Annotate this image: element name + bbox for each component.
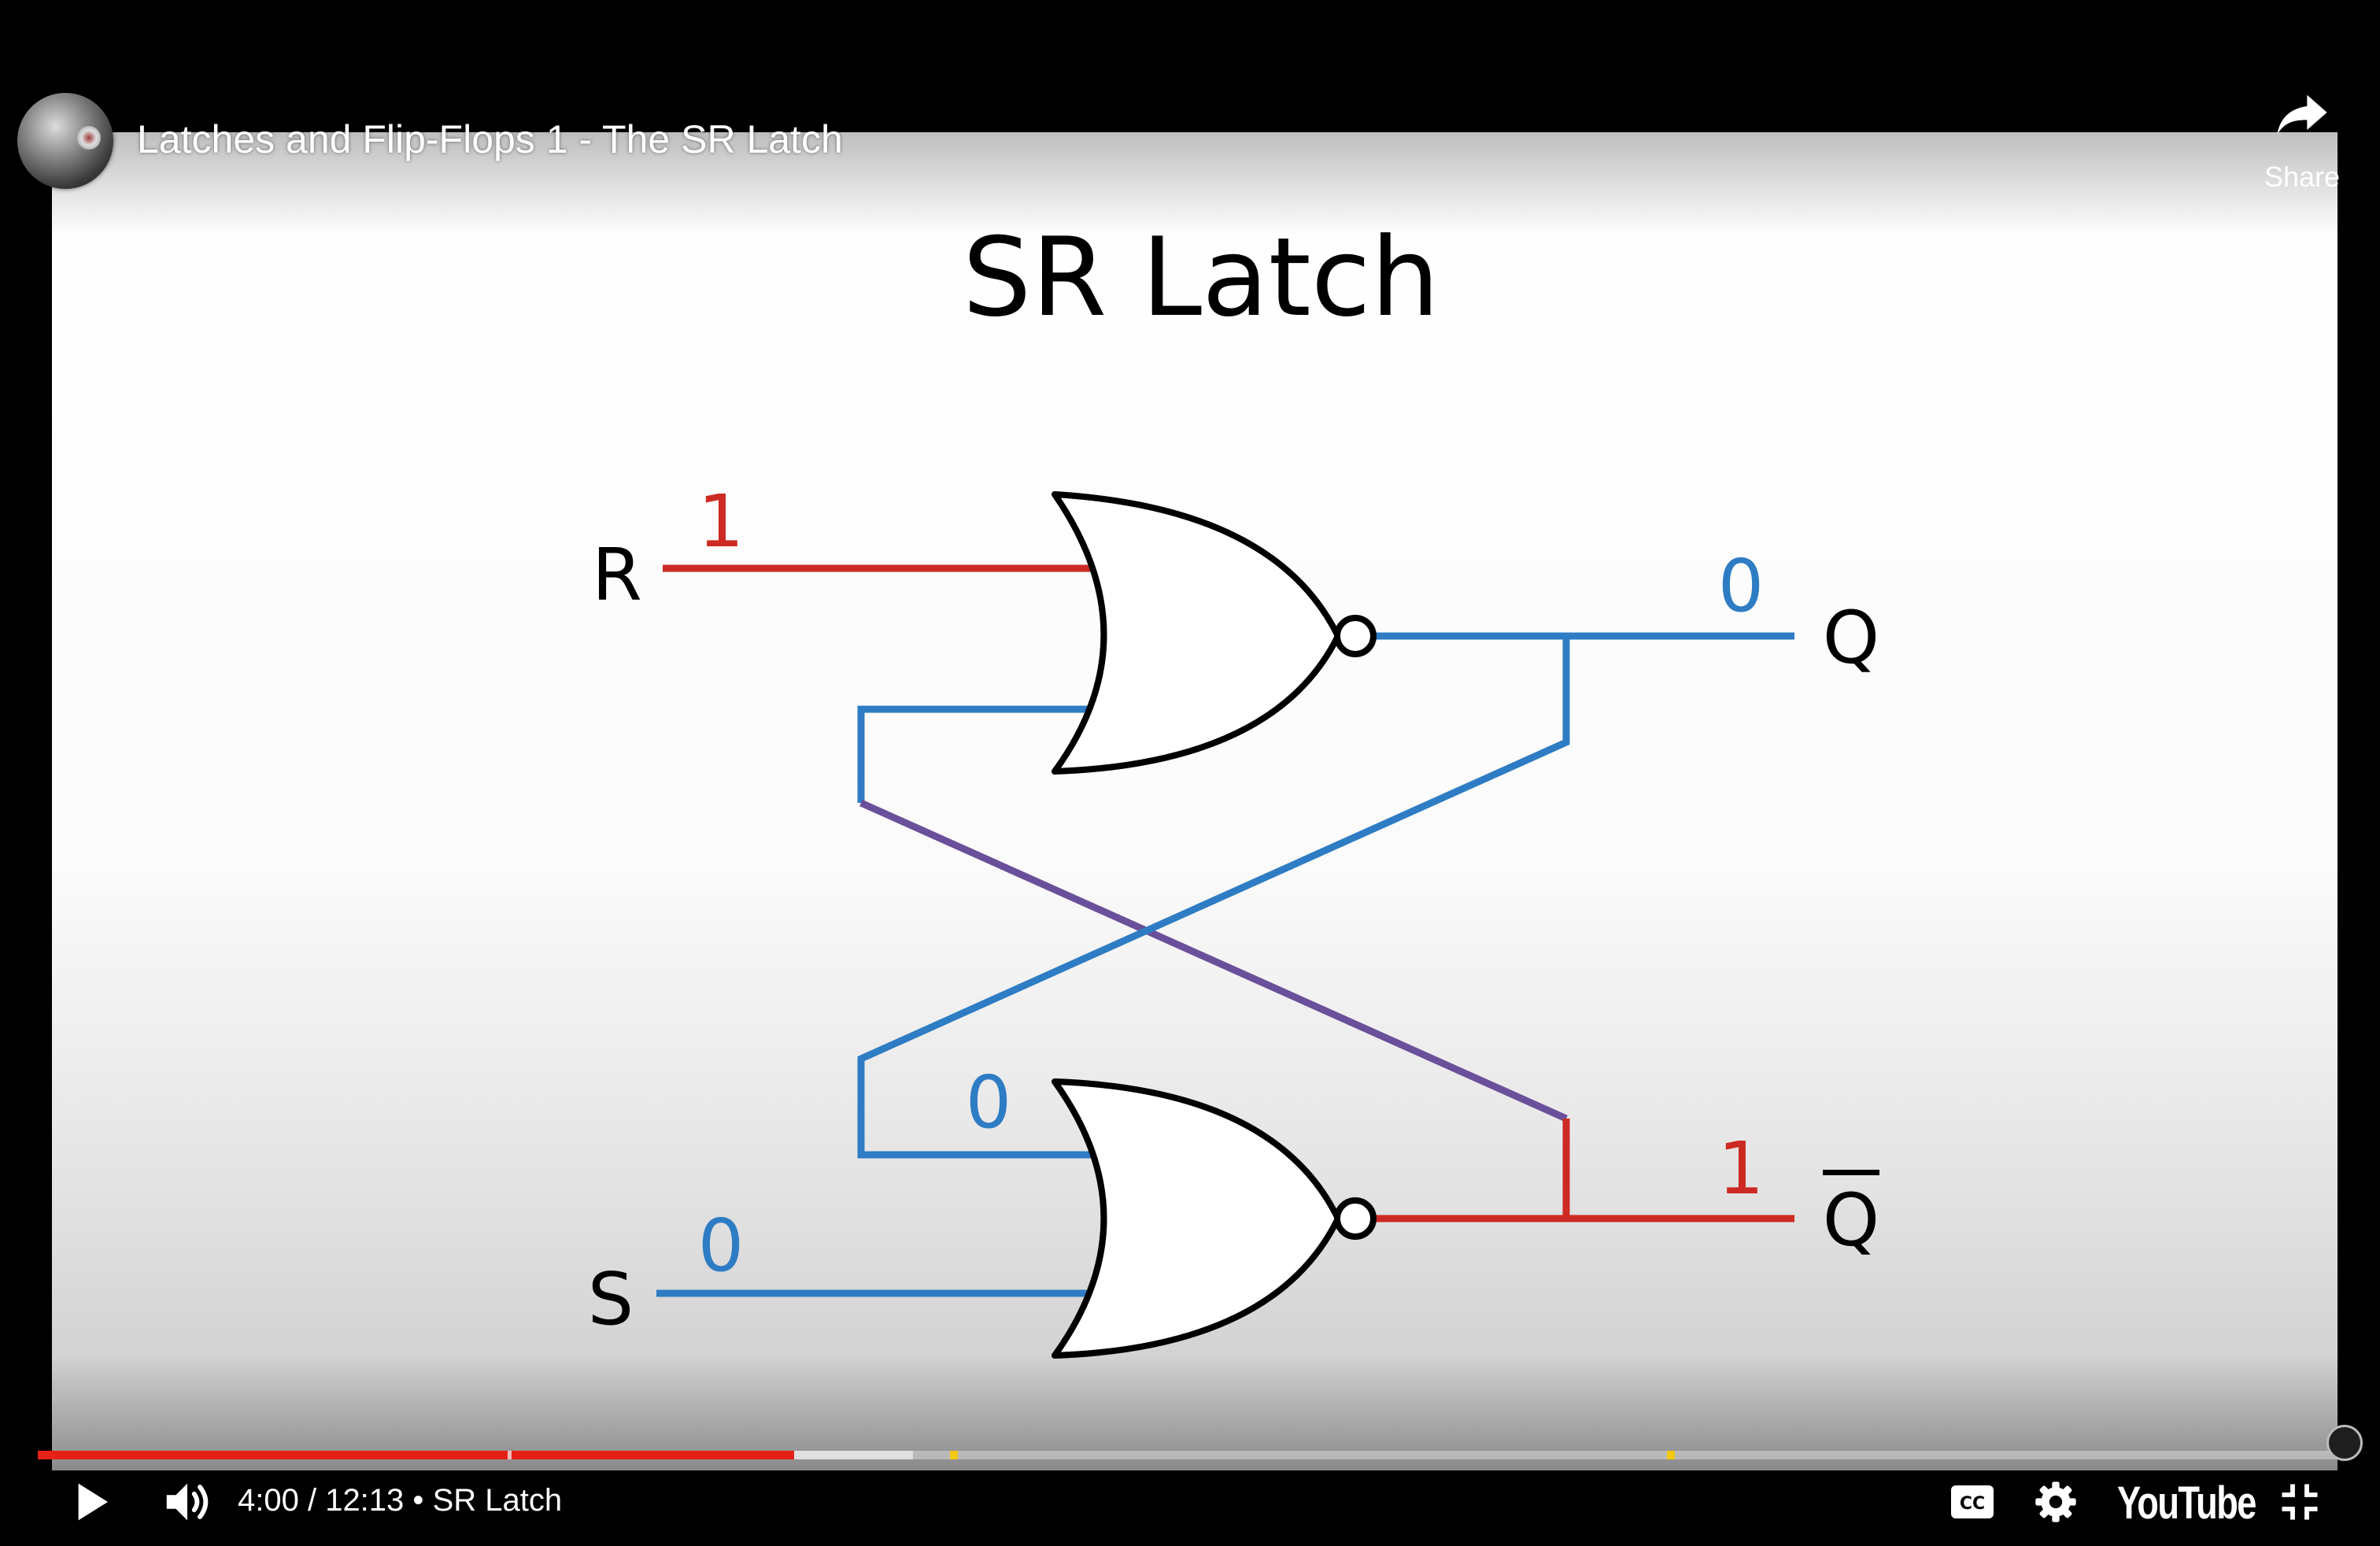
wire-qbar-crossing xyxy=(859,799,1568,1123)
wire-q-feedback xyxy=(857,636,1570,1159)
play-icon xyxy=(78,1483,108,1521)
value-r: 1 xyxy=(698,479,745,564)
gear-icon xyxy=(2035,1481,2076,1522)
wire-upper-feedback xyxy=(857,705,1092,803)
nor-gate-lower-bubble xyxy=(1334,1197,1377,1240)
chapter-separator: • xyxy=(412,1483,424,1518)
channel-avatar[interactable] xyxy=(17,93,113,189)
video-title[interactable]: Latches and Flip-Flops 1 - The SR Latch xyxy=(137,117,843,161)
chapter-title[interactable]: SR Latch xyxy=(432,1483,563,1518)
nor-gate-lower xyxy=(1051,1078,1341,1359)
svg-text:CC: CC xyxy=(1960,1494,1985,1514)
subtitles-button[interactable]: CC xyxy=(1941,1478,2004,1526)
exit-fullscreen-button[interactable] xyxy=(2271,1474,2328,1530)
ad-marker xyxy=(1667,1451,1676,1459)
share-label: Share xyxy=(2264,161,2341,193)
youtube-logo[interactable]: YouTube xyxy=(2117,1478,2256,1529)
share-icon xyxy=(2277,94,2327,135)
output-label-q: Q xyxy=(1823,596,1879,680)
share-button[interactable]: Share xyxy=(2251,85,2353,203)
ad-marker xyxy=(950,1451,959,1459)
nor-gate-upper xyxy=(1051,491,1341,775)
avatar-eye-icon xyxy=(77,126,101,150)
progress-bar[interactable] xyxy=(38,1451,2342,1459)
exit-fullscreen-icon xyxy=(2282,1484,2318,1520)
input-label-r: R xyxy=(592,533,642,617)
value-feedback-lower: 0 xyxy=(966,1060,1012,1145)
time-display: 4:00 / 12:13 • SR Latch xyxy=(238,1483,562,1518)
chapters-icon[interactable] xyxy=(2326,1425,2363,1461)
nor-gate-upper-bubble xyxy=(1334,615,1377,657)
input-label-s: S xyxy=(588,1257,634,1341)
closed-captions-icon: CC xyxy=(1951,1485,1994,1518)
slide-title: SR Latch xyxy=(963,214,1439,341)
output-label-qbar: Q xyxy=(1823,1178,1879,1263)
value-qbar: 1 xyxy=(1718,1126,1765,1211)
chapter-marker xyxy=(508,1451,512,1459)
play-button[interactable] xyxy=(63,1474,120,1530)
value-q: 0 xyxy=(1718,544,1765,628)
settings-button[interactable] xyxy=(2027,1474,2084,1530)
value-s: 0 xyxy=(698,1204,745,1288)
qbar-overline xyxy=(1823,1170,1879,1175)
time-text: 4:00 / 12:13 xyxy=(238,1483,405,1518)
progress-played xyxy=(38,1451,794,1459)
volume-icon xyxy=(166,1483,209,1521)
volume-button[interactable] xyxy=(156,1472,219,1532)
